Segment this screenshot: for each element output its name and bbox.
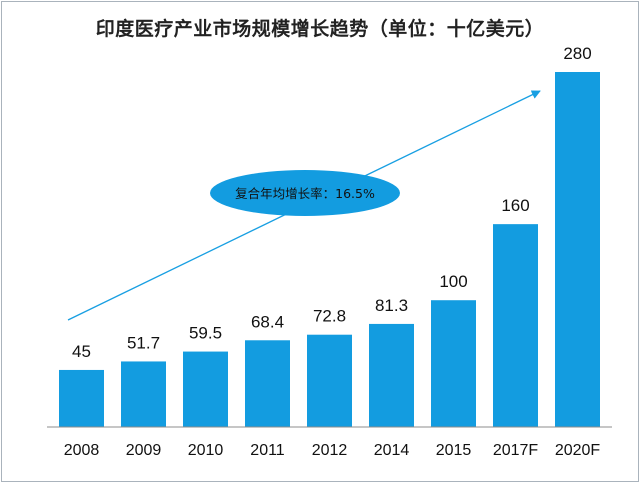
x-tick-2017F: 2017F (493, 442, 539, 459)
value-label-2014: 81.3 (375, 296, 408, 315)
chart-title: 印度医疗产业市场规模增长趋势（单位：十亿美元） (95, 18, 545, 40)
x-tick-2011: 2011 (250, 442, 285, 459)
x-tick-2014: 2014 (374, 442, 410, 459)
value-label-2008: 45 (72, 342, 91, 361)
x-tick-2009: 2009 (126, 442, 162, 459)
value-label-2015: 100 (439, 272, 467, 291)
x-tick-2020F: 2020F (555, 442, 601, 459)
value-label-2011: 68.4 (251, 312, 284, 331)
bar-2008 (59, 369, 104, 427)
bar-2014 (369, 323, 414, 427)
bar-2012 (307, 334, 352, 427)
bar-2017F (493, 224, 538, 427)
value-label-2020F: 280 (563, 44, 591, 63)
bar-2010 (183, 351, 228, 427)
cagr-annotation: 复合年均增长率：16.5% (235, 186, 375, 201)
value-label-2010: 59.5 (189, 324, 222, 343)
bar-2011 (245, 340, 290, 427)
bar-2015 (431, 300, 476, 427)
x-tick-2015: 2015 (436, 442, 472, 459)
x-tick-2012: 2012 (312, 442, 348, 459)
value-label-2009: 51.7 (127, 333, 160, 352)
bar-2009 (121, 361, 166, 427)
x-tick-2008: 2008 (64, 442, 100, 459)
value-label-2012: 72.8 (313, 307, 346, 326)
value-label-2017F: 160 (501, 196, 529, 215)
bar-2020F (555, 72, 600, 427)
x-tick-2010: 2010 (188, 442, 224, 459)
cagr-ellipse (210, 170, 400, 216)
